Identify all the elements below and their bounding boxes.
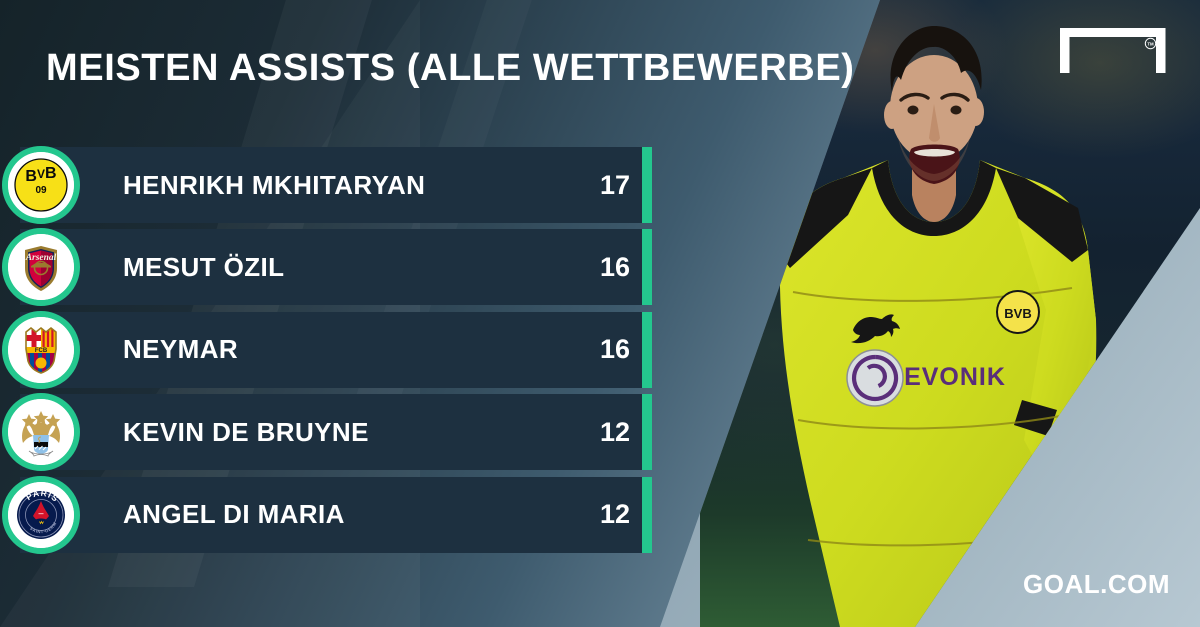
svg-text:TM: TM — [1147, 42, 1154, 47]
svg-text:BVB: BVB — [1004, 306, 1031, 321]
svg-text:09: 09 — [35, 185, 47, 196]
svg-text:EVONIK: EVONIK — [904, 363, 1006, 391]
svg-text:Arsenal: Arsenal — [25, 253, 57, 263]
